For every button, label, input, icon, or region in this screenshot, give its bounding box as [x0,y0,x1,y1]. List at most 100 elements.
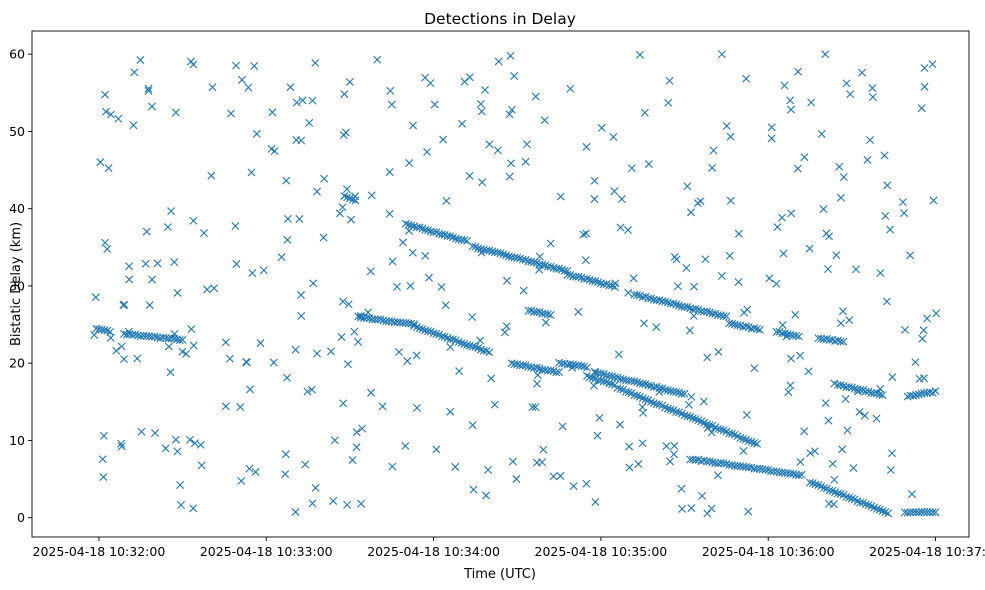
data-point-clutter [703,353,712,362]
data-point-track [691,305,700,313]
data-point-clutter [614,350,623,359]
data-point-clutter [819,205,828,214]
data-point-track [672,387,681,396]
data-point-track [468,242,477,251]
data-point-clutter [451,462,460,471]
data-point-clutter [664,98,673,107]
data-point-clutter [533,379,542,388]
x-axis-ticks: 2025-04-18 10:32:00 2025-04-18 10:33:00 20… [33,537,985,559]
data-point-clutter [822,229,831,238]
data-point-clutter [906,251,915,260]
data-point-clutter [178,347,187,356]
data-point-track [884,509,893,518]
data-point-clutter [886,225,895,234]
data-point-track [847,494,856,503]
data-point-clutter [556,192,565,201]
data-point-clutter [767,123,776,132]
data-point-clutter [124,327,133,336]
data-point-track [485,348,494,357]
data-point-track [931,508,940,517]
data-point-clutter [742,411,751,419]
y-tick-label: 60 [9,47,25,62]
data-point-clutter [309,279,318,288]
data-point-clutter [352,443,361,452]
data-point-track [633,378,642,387]
data-point-clutter [722,122,731,130]
data-point-clutter [297,311,306,320]
data-point-clutter [196,440,205,449]
data-point-clutter [568,363,577,372]
data-point-clutter [911,358,920,367]
plot-frame [31,30,970,538]
data-point-clutter [311,483,320,492]
data-point-clutter [684,400,693,409]
data-point-track [839,337,848,346]
data-point-clutter [423,147,432,156]
data-point-clutter [666,457,675,466]
data-point-track [719,459,728,468]
data-point-track [574,272,583,281]
data-point-track [870,503,879,512]
data-point-clutter [778,321,787,330]
data-point-clutter [482,491,491,500]
data-point-clutter [446,407,455,416]
data-point-clutter [574,307,583,316]
data-point-clutter [182,349,191,358]
data-point-clutter [348,456,357,465]
data-point-clutter [917,104,926,113]
data-point-clutter [791,310,800,319]
data-point-clutter [673,282,682,291]
data-point-clutter [190,439,199,448]
data-point-clutter [226,109,235,118]
data-point-track [616,384,625,393]
data-point-clutter [327,347,336,356]
data-point-clutter [171,108,180,117]
x-tick-label: 2025-04-18 10:36:00 [702,544,835,559]
data-point-clutter [494,57,503,66]
data-point-track [808,479,817,488]
data-point-clutter [366,267,375,276]
data-point-clutter [343,360,352,369]
data-point-track [655,400,664,409]
data-point-clutter [655,388,664,397]
data-point-track [407,221,416,230]
data-point-clutter [640,319,649,328]
data-point-clutter [549,472,558,481]
data-point-track [842,492,851,501]
data-point-clutter [662,442,671,451]
data-point-track [582,274,591,283]
data-point-clutter [652,323,661,332]
data-point-clutter [502,276,511,285]
data-point-track [421,225,430,234]
data-point-clutter [590,176,599,185]
data-point-clutter [868,84,877,93]
data-point-clutter [625,463,634,472]
data-point-clutter [825,499,834,508]
data-point-track [750,439,759,448]
data-point-clutter [171,435,180,444]
data-point-track [644,381,653,390]
data-point-track [555,368,564,377]
data-point-track [872,504,881,513]
data-point-clutter [625,442,634,451]
data-point-clutter [597,123,606,132]
data-point-clutter [726,132,735,141]
data-point-clutter [256,339,265,348]
data-point-clutter [343,500,352,509]
data-point-track [605,281,614,290]
data-point-clutter [298,96,307,105]
data-point-track [582,363,591,372]
data-point-clutter [806,449,815,458]
data-point-track [594,278,603,287]
data-point-clutter [616,223,625,232]
data-point-clutter [743,305,752,314]
data-point-clutter [281,470,290,479]
data-point-clutter [405,226,414,235]
data-point-track [605,379,614,388]
data-point-clutter [800,153,809,162]
data-point-clutter [590,367,599,376]
data-point-clutter [338,297,347,306]
data-point-clutter [341,128,350,137]
data-point-clutter [125,262,134,271]
data-point-clutter [510,72,519,81]
